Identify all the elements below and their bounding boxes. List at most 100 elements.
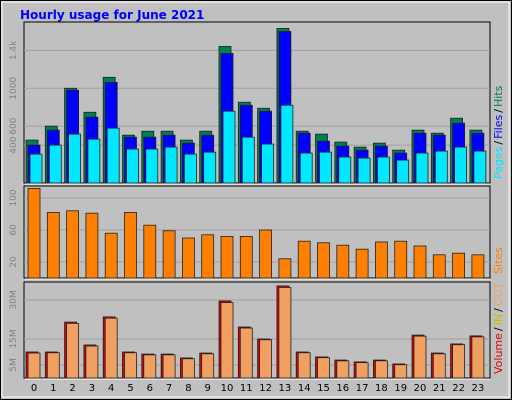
- bar: [452, 252, 466, 279]
- bar: [239, 235, 253, 279]
- bar: [124, 352, 137, 379]
- bar: [280, 104, 294, 184]
- bar: [297, 352, 311, 379]
- bar: [183, 153, 197, 184]
- bar: [222, 110, 236, 184]
- bar: [432, 254, 446, 279]
- bar: [201, 353, 215, 379]
- bar: [106, 127, 120, 184]
- bar: [124, 211, 137, 279]
- x-tick-label: 0: [31, 383, 37, 394]
- bar: [259, 339, 273, 379]
- bar: [126, 148, 139, 184]
- x-tick-label: 18: [375, 383, 388, 394]
- legend-entry: IN: [492, 314, 505, 325]
- bar: [203, 151, 217, 184]
- bar: [432, 353, 446, 379]
- bar: [241, 136, 255, 184]
- legend-entry: Files: [492, 114, 505, 138]
- x-tick-label: 4: [108, 383, 114, 394]
- x-tick-label: 19: [394, 383, 407, 394]
- bar: [201, 234, 215, 279]
- bar: [454, 146, 468, 184]
- bar: [66, 322, 79, 379]
- bar: [376, 156, 390, 184]
- bar: [319, 151, 332, 184]
- x-tick-label: 7: [166, 383, 172, 394]
- y-tick-label: 30M: [9, 290, 19, 309]
- bar: [355, 248, 369, 279]
- bar: [27, 352, 41, 379]
- bar: [143, 224, 157, 279]
- bar: [68, 133, 81, 184]
- bar: [357, 157, 371, 184]
- bar: [396, 159, 410, 184]
- bar: [336, 360, 350, 379]
- bar: [299, 152, 313, 184]
- bar: [87, 138, 101, 184]
- y-tick-label: 600: [9, 117, 19, 134]
- legend-separator: /: [492, 141, 505, 145]
- bar: [27, 187, 41, 279]
- legend: Sites: [492, 247, 505, 274]
- x-tick-label: 9: [205, 383, 211, 394]
- y-tick-label: 100: [9, 189, 19, 206]
- bar: [355, 362, 369, 379]
- x-tick-label: 3: [89, 383, 95, 394]
- x-tick-label: 1: [50, 383, 56, 394]
- bar: [415, 152, 429, 184]
- bar: [413, 245, 427, 279]
- bar: [394, 364, 408, 379]
- x-tick-label: 21: [433, 383, 446, 394]
- legend: Volume / IN / OUT: [492, 282, 505, 374]
- x-tick-label: 6: [147, 383, 153, 394]
- bar: [471, 336, 485, 379]
- bar: [29, 153, 43, 184]
- legend-separator: /: [492, 308, 505, 312]
- bar: [104, 317, 118, 379]
- x-tick-label: 2: [69, 383, 75, 394]
- x-tick-label: 14: [298, 383, 311, 394]
- bar: [297, 240, 311, 279]
- bar: [434, 150, 448, 184]
- x-tick-label: 13: [279, 383, 292, 394]
- bar: [104, 232, 118, 279]
- x-tick-label: 12: [259, 383, 272, 394]
- y-tick-label: 1000: [9, 77, 19, 100]
- bar: [336, 244, 350, 279]
- bar: [220, 302, 234, 379]
- y-tick-label: 60: [9, 224, 19, 236]
- y-tick-label: 5M: [9, 358, 19, 372]
- bar: [278, 287, 292, 379]
- bar: [85, 212, 99, 279]
- bar: [48, 144, 62, 184]
- x-tick-label: 23: [472, 383, 485, 394]
- bar: [46, 211, 60, 279]
- bar: [452, 344, 466, 379]
- bar: [85, 345, 99, 379]
- x-tick-label: 17: [356, 383, 369, 394]
- panel: [23, 185, 491, 279]
- x-tick-label: 11: [240, 383, 253, 394]
- bar: [471, 254, 485, 279]
- bar: [278, 258, 292, 279]
- bar: [413, 335, 427, 379]
- bar: [259, 229, 273, 279]
- bar: [143, 354, 157, 379]
- legend: Pages/Files/Hits: [492, 85, 505, 179]
- x-tick-label: 15: [317, 383, 330, 394]
- bar: [162, 230, 176, 279]
- legend-entry: OUT: [492, 282, 505, 306]
- bar: [164, 146, 178, 184]
- x-tick-label: 20: [414, 383, 427, 394]
- x-tick-label: 22: [452, 383, 465, 394]
- legend-entry: Hits: [492, 85, 505, 107]
- bar: [181, 358, 195, 379]
- bar: [374, 360, 388, 379]
- x-tick-label: 5: [127, 383, 133, 394]
- x-tick-label: 10: [221, 383, 234, 394]
- bar: [394, 240, 408, 279]
- bar: [220, 235, 234, 279]
- legend-separator: /: [492, 109, 505, 113]
- bar: [46, 352, 60, 379]
